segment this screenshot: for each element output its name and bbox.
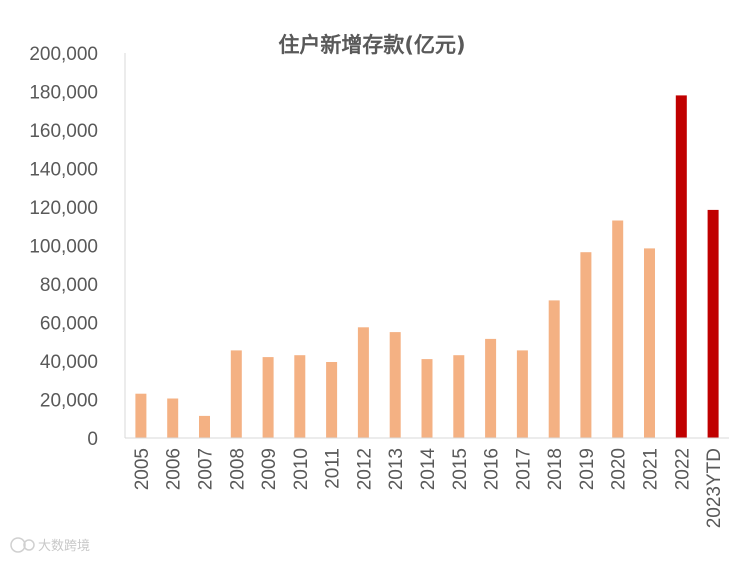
- bar-2012: [357, 327, 369, 438]
- x-tick-label: 2013: [386, 448, 407, 490]
- y-tick-label: 80,000: [40, 275, 98, 296]
- x-tick-label: 2018: [545, 448, 566, 490]
- x-tick-label: 2010: [291, 448, 312, 490]
- bar-2020: [612, 220, 624, 438]
- bar-2010: [294, 355, 306, 438]
- watermark-logo-icon: [10, 537, 35, 553]
- bar-2017: [516, 350, 528, 438]
- x-tick-label: 2008: [227, 448, 248, 490]
- bar-2015: [453, 355, 465, 438]
- bar-2007: [199, 415, 210, 438]
- bar-2019: [580, 252, 592, 438]
- x-tick-label: 2011: [323, 448, 344, 489]
- x-tick-label: 2014: [418, 448, 439, 491]
- bar-2011: [326, 362, 338, 438]
- bar-2008: [230, 350, 242, 438]
- bar-2023YTD: [707, 209, 719, 438]
- x-tick-label: 2020: [609, 448, 630, 490]
- bar-2013: [389, 332, 401, 438]
- x-axis: 2005 2006 2007 2008 2009 2010 2011 2012 2013 2014…: [125, 437, 729, 528]
- y-tick-label: 40,000: [40, 352, 98, 373]
- bar-2021: [644, 248, 655, 438]
- y-tick-label: 60,000: [40, 314, 98, 335]
- chart-title: 住户新增存款(亿元): [278, 33, 465, 57]
- x-tick-label: 2005: [132, 448, 153, 490]
- y-tick-label: 100,000: [29, 237, 98, 258]
- y-tick-label: 0: [87, 429, 98, 450]
- bar-2016: [485, 338, 497, 438]
- y-tick-label: 20,000: [40, 391, 98, 412]
- x-tick-label: 2021: [641, 448, 662, 490]
- y-tick-label: 160,000: [29, 121, 98, 142]
- bar-2006: [167, 398, 179, 438]
- bar-2018: [548, 300, 560, 438]
- bars: [135, 95, 719, 439]
- y-tick-label: 120,000: [29, 198, 98, 219]
- watermark: 大数跨境: [10, 537, 90, 554]
- watermark-text: 大数跨境: [38, 539, 90, 554]
- x-tick-label: 2017: [513, 448, 534, 490]
- x-tick-label: 2019: [577, 448, 598, 490]
- y-tick-label: 180,000: [29, 83, 98, 104]
- x-tick-label: 2006: [164, 448, 185, 490]
- bar-2005: [135, 393, 147, 438]
- x-tick-label: 2022: [672, 448, 693, 490]
- bar-2022: [675, 95, 687, 439]
- x-tick-label: 2016: [482, 448, 503, 490]
- y-axis: 0 20,000 40,000 60,000 80,000 100,000 120,000 1…: [29, 44, 126, 450]
- x-tick-label: 2007: [195, 448, 216, 490]
- y-tick-label: 200,000: [29, 44, 98, 65]
- bar-2009: [262, 357, 274, 438]
- x-tick-label: 2012: [354, 448, 375, 490]
- y-tick-label: 140,000: [29, 160, 98, 181]
- x-tick-label: 2009: [259, 448, 280, 490]
- x-tick-label: 2023YTD: [704, 448, 725, 528]
- bar-2014: [421, 359, 433, 438]
- x-tick-label: 2015: [450, 448, 471, 490]
